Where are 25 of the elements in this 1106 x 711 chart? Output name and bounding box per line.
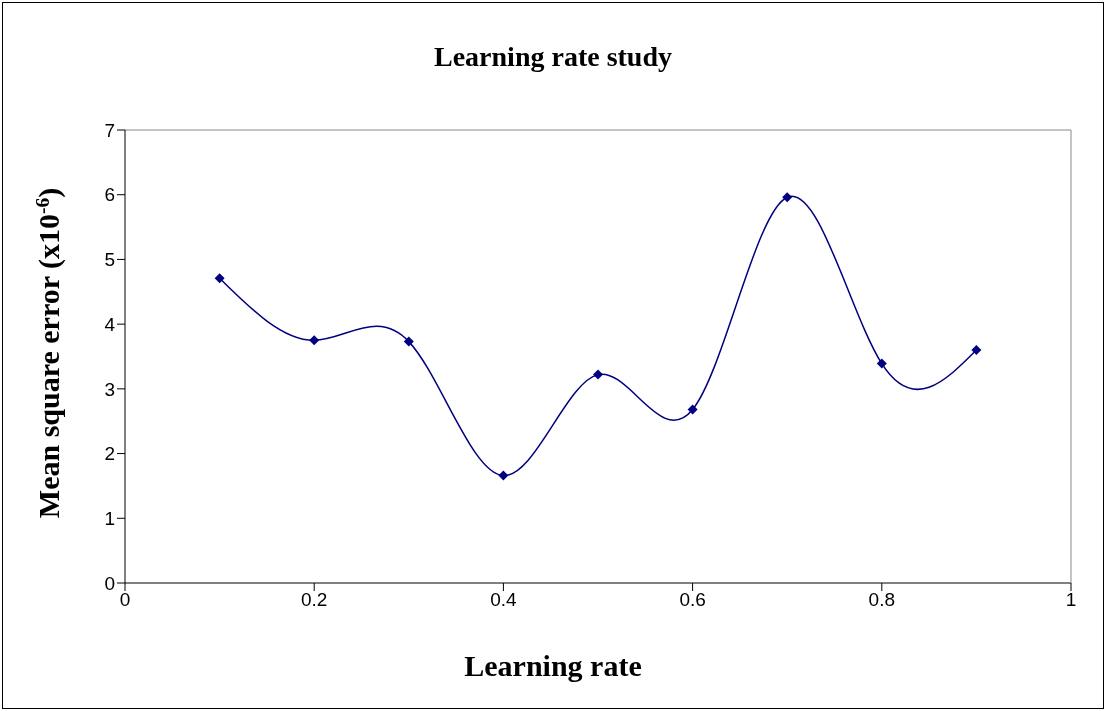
x-tick-label: 0 <box>119 589 131 611</box>
y-tick-label: 3 <box>104 378 115 400</box>
y-tick-label: 5 <box>104 249 115 271</box>
point <box>403 336 414 347</box>
y-tick-label: 4 <box>104 313 116 335</box>
y-tick-label: 6 <box>104 184 115 206</box>
chart-title: Learning rate study <box>433 41 673 73</box>
point <box>687 404 698 415</box>
x-axis-title: Learning rate <box>463 649 643 683</box>
y-tick-label: 1 <box>104 508 115 530</box>
y-tick-label: 7 <box>104 119 115 141</box>
x-tick-label: 0.6 <box>679 589 706 611</box>
x-tick-label: 0.8 <box>868 589 896 611</box>
point <box>876 358 887 369</box>
y-tick-label: 0 <box>104 572 115 594</box>
point <box>593 369 603 380</box>
x-tick-label: 0.4 <box>490 589 518 611</box>
point <box>309 335 320 346</box>
x-tick-label: 1 <box>1065 589 1077 611</box>
point <box>782 192 793 203</box>
point <box>214 273 225 284</box>
y-tick-label: 2 <box>104 443 115 465</box>
x-tick-label: 0.2 <box>300 589 328 611</box>
point <box>971 345 982 356</box>
point <box>498 470 509 481</box>
